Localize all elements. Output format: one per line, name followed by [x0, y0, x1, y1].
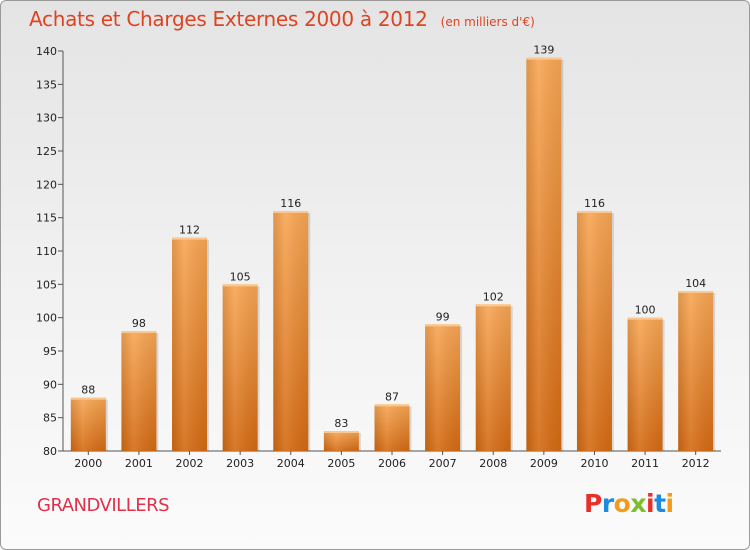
- bar-highlight: [222, 284, 258, 451]
- bar-top-edge: [576, 211, 612, 213]
- bar-top-edge: [172, 237, 208, 240]
- bar-value-label: 105: [230, 270, 251, 283]
- bar-highlight: [526, 57, 562, 452]
- logo-letter: P: [584, 489, 602, 518]
- bar-value-label: 139: [533, 44, 554, 57]
- bar-top-edge: [70, 397, 106, 400]
- y-tick-label: 95: [43, 345, 57, 358]
- x-tick-label: 2008: [479, 457, 507, 470]
- y-tick-label: 115: [36, 212, 57, 225]
- chart-title: Achats et Charges Externes 2000 à 2012: [29, 7, 428, 31]
- y-tick-label: 90: [43, 378, 57, 391]
- logo-letter: t: [654, 489, 666, 518]
- chart-unit: (en milliers d'€): [440, 15, 535, 29]
- bar-value-label: 83: [334, 417, 348, 430]
- bar-highlight: [273, 211, 309, 451]
- y-tick-label: 130: [36, 112, 57, 125]
- bar-top-edge: [678, 291, 714, 293]
- y-tick-label: 80: [43, 445, 57, 458]
- logo-letter: r: [601, 489, 614, 518]
- bar-highlight: [374, 404, 410, 451]
- bar-highlight: [576, 211, 612, 451]
- bar-top-edge: [475, 304, 511, 307]
- bar-top-edge: [425, 324, 461, 327]
- bar-layer: 88 98 112 105 116 83 87 99 102 139 116 100 104: [70, 44, 716, 452]
- axis-layer: 80 85 90 95 100 105 110 115 120 125 130 135 140 2000 2…: [36, 45, 721, 470]
- bar-value-label: 104: [685, 277, 706, 290]
- x-tick-label: 2007: [429, 457, 457, 470]
- bar-top-edge: [121, 331, 157, 333]
- x-tick-label: 2001: [125, 457, 153, 470]
- x-tick-label: 2000: [74, 457, 102, 470]
- bar-value-label: 98: [132, 317, 146, 330]
- x-tick-label: 2012: [682, 457, 710, 470]
- bar-value-label: 102: [483, 290, 504, 303]
- y-tick-label: 140: [36, 45, 57, 58]
- bar-top-edge: [374, 404, 410, 407]
- bar-top-edge: [273, 211, 309, 213]
- x-tick-label: 2002: [176, 457, 204, 470]
- bar-highlight: [323, 431, 359, 451]
- bar-value-label: 100: [635, 304, 656, 317]
- bar-highlight: [678, 291, 714, 451]
- bar-value-label: 116: [584, 197, 605, 210]
- x-tick-label: 2004: [277, 457, 305, 470]
- x-tick-label: 2003: [226, 457, 254, 470]
- y-tick-label: 125: [36, 145, 57, 158]
- x-tick-label: 2011: [631, 457, 659, 470]
- bar-highlight: [172, 237, 208, 451]
- bar-top-edge: [627, 317, 663, 320]
- x-tick-label: 2006: [378, 457, 406, 470]
- bar-top-edge: [323, 431, 359, 433]
- bar-highlight: [627, 317, 663, 451]
- bar-value-label: 99: [436, 310, 450, 323]
- bar-highlight: [70, 397, 106, 451]
- logo-letter: i: [646, 489, 655, 518]
- town-name: GRANDVILLERS: [37, 495, 170, 516]
- logo-letter: x: [630, 489, 646, 518]
- y-tick-label: 135: [36, 78, 57, 91]
- bar-highlight: [121, 331, 157, 451]
- bar-top-edge: [222, 284, 258, 287]
- chart-header: Achats et Charges Externes 2000 à 2012 (…: [29, 7, 535, 31]
- bar-highlight: [425, 324, 461, 451]
- bar-highlight: [475, 304, 511, 451]
- logo-letter: i: [665, 489, 675, 518]
- proxiti-logo: Proxiti: [584, 489, 674, 518]
- y-tick-label: 85: [43, 412, 57, 425]
- bar-top-edge: [526, 57, 562, 60]
- y-tick-label: 105: [36, 278, 57, 291]
- logo-letter: o: [613, 489, 631, 518]
- y-tick-label: 120: [36, 178, 57, 191]
- bar-value-label: 87: [385, 390, 399, 403]
- bar-value-label: 116: [280, 197, 301, 210]
- y-tick-label: 110: [36, 245, 57, 258]
- y-tick-label: 100: [36, 312, 57, 325]
- x-tick-label: 2010: [580, 457, 608, 470]
- bar-value-label: 88: [81, 384, 95, 397]
- x-tick-label: 2009: [530, 457, 558, 470]
- x-tick-label: 2005: [327, 457, 355, 470]
- bar-value-label: 112: [179, 224, 200, 237]
